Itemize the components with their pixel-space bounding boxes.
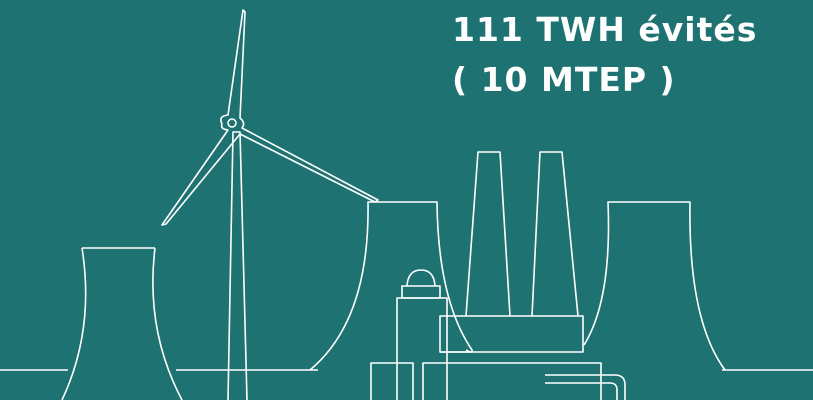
building bbox=[401, 285, 441, 299]
chimney bbox=[465, 151, 511, 317]
cooling-tower bbox=[583, 201, 726, 371]
building bbox=[396, 297, 448, 400]
cooling-tower bbox=[61, 247, 183, 400]
headline: 111 TWH évités bbox=[452, 10, 758, 49]
pipe bbox=[545, 374, 626, 400]
cooling-tower bbox=[309, 201, 473, 371]
turbine-blades bbox=[161, 9, 379, 226]
turbine-hub bbox=[227, 118, 237, 128]
chimney bbox=[531, 151, 579, 317]
horizon bbox=[0, 349, 813, 371]
turbine-tower bbox=[227, 131, 248, 400]
building bbox=[370, 362, 414, 400]
building bbox=[422, 362, 602, 400]
factory bbox=[439, 315, 584, 353]
headline: ( 10 MTEP ) bbox=[452, 60, 676, 99]
dome bbox=[406, 269, 436, 287]
